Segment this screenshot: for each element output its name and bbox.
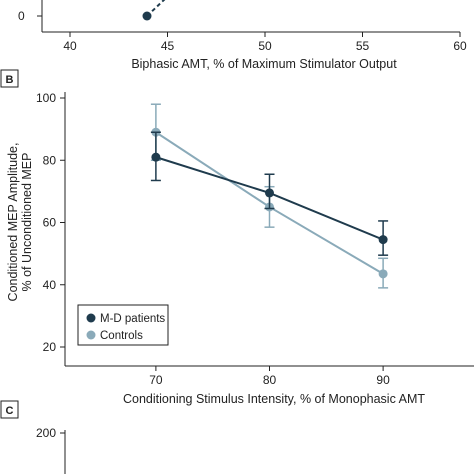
panel-b-y-axis-title-line-2: % of Unconditioned MEP [20, 153, 34, 292]
panel-c-label: C [6, 405, 14, 417]
panel-b-label-box [0, 69, 19, 88]
data-point-m-d-patients [378, 235, 388, 245]
panel-b-x-ticks: 70 80 90 [149, 366, 390, 387]
panel-b-y-tick-label: 20 [43, 340, 57, 354]
panel-c-y-tick-label: 200 [36, 426, 56, 440]
panel-a-x-tick-label: 55 [356, 39, 370, 53]
panel-c-label-box [0, 400, 19, 419]
panel-b-y-tick-label: 40 [43, 278, 57, 292]
panel-a-y-tick-label: 0 [18, 9, 25, 23]
panel-b-x-tick-label: 90 [376, 373, 390, 387]
legend-marker-m-d-patients [86, 313, 96, 323]
panel-b-y-tick-label: 60 [43, 216, 57, 230]
legend-marker-controls [86, 330, 96, 340]
legend-label-m-d-patients: M-D patients [100, 313, 165, 325]
legend-label-controls: Controls [100, 330, 143, 342]
panel-b-y-axis-title-line-1: Conditioned MEP Amplitude, [6, 143, 20, 302]
panel-b-y-ticks: 20 40 60 80 100 [36, 91, 65, 354]
panel-a-x-axis-title: Biphasic AMT, % of Maximum Stimulator Ou… [131, 57, 397, 71]
series-m-d-patients [150, 131, 389, 256]
panel-a: 0 40 45 50 55 60 Biphasic AMT, % of Maximum … [18, 0, 467, 71]
data-point-m-d-patients [151, 152, 161, 162]
legend: M-D patients Controls [77, 304, 169, 346]
panel-a-dashed-line [146, 0, 166, 17]
panel-a-x-ticks: 40 45 50 55 60 [63, 32, 467, 53]
panel-b: B 20 40 60 80 100 70 80 90 Conditioned MEP Amp… [0, 69, 474, 406]
panel-b-x-axis-title: Conditioning Stimulus Intensity, % of Mo… [123, 392, 425, 406]
panel-a-x-tick-label: 60 [453, 39, 467, 53]
panel-b-y-tick-label: 80 [43, 153, 57, 167]
data-point-m-d-patients [265, 188, 274, 198]
data-point-controls [378, 269, 388, 279]
panel-c: C 200 [0, 400, 66, 474]
panel-a-x-tick-label: 40 [63, 39, 77, 53]
panel-a-data-point [142, 11, 152, 21]
panel-b-label: B [6, 74, 14, 86]
panel-b-x-tick-label: 70 [149, 373, 163, 387]
panel-b-y-tick-label: 100 [36, 91, 56, 105]
panel-b-series [150, 103, 389, 289]
panel-a-x-tick-label: 50 [258, 39, 272, 53]
panel-b-x-tick-label: 80 [263, 373, 277, 387]
panel-a-x-tick-label: 45 [161, 39, 175, 53]
